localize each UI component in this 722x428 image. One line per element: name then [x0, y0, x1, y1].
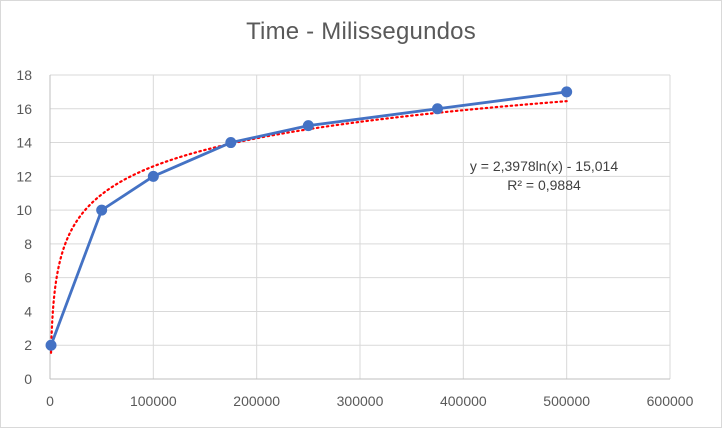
- x-tick-label: 200000: [233, 393, 280, 409]
- x-tick-label: 600000: [647, 393, 694, 409]
- chart-title: Time - Milissegundos: [246, 18, 476, 45]
- y-tick-label: 16: [16, 101, 32, 117]
- x-tick-label: 0: [46, 393, 54, 409]
- y-tick-label: 2: [24, 337, 32, 353]
- trendline-equation: y = 2,3978ln(x) - 15,014: [470, 158, 618, 174]
- data-point: [432, 103, 443, 115]
- series-layer: [45, 86, 573, 351]
- trendline-path: [49, 100, 568, 354]
- equation-labels: y = 2,3978ln(x) - 15,014 R² = 0,9884: [470, 158, 618, 193]
- grid-lines: [50, 74, 671, 379]
- y-tick-label: 4: [24, 303, 32, 319]
- x-tick-label: 400000: [440, 393, 487, 409]
- trendline-layer: [49, 100, 568, 354]
- y-tick-labels: 0 2 4 6 8 10 12 14 16 18: [16, 67, 32, 387]
- axes: [49, 75, 670, 380]
- data-point: [561, 86, 573, 98]
- y-tick-label: 12: [16, 168, 32, 184]
- data-point: [96, 204, 108, 216]
- y-tick-label: 0: [24, 371, 32, 387]
- y-tick-label: 14: [16, 135, 32, 151]
- y-tick-label: 10: [16, 202, 32, 218]
- x-tick-labels: 0 100000 200000 300000 400000 500000 600000: [46, 393, 693, 409]
- data-point: [225, 137, 237, 149]
- x-tick-label: 100000: [130, 393, 177, 409]
- y-tick-label: 6: [24, 270, 32, 286]
- x-tick-label: 500000: [543, 393, 590, 409]
- data-point: [302, 120, 314, 132]
- x-tick-label: 300000: [337, 393, 384, 409]
- data-point: [45, 339, 57, 351]
- y-tick-label: 18: [16, 67, 32, 83]
- data-point: [147, 170, 159, 182]
- trendline-r-squared: R² = 0,9884: [507, 177, 581, 193]
- y-tick-label: 8: [24, 236, 32, 252]
